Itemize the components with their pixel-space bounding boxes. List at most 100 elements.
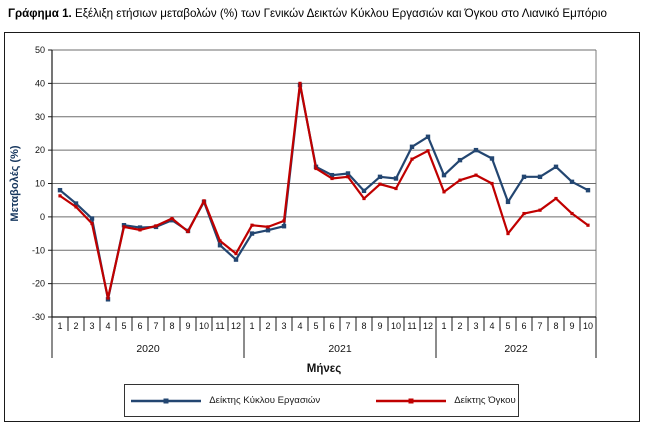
month-label: 2 (73, 321, 78, 331)
month-label: 9 (377, 321, 382, 331)
month-label: 2 (265, 321, 270, 331)
data-point-marker (329, 172, 335, 178)
month-label: 4 (297, 321, 302, 331)
year-label: 2021 (328, 343, 352, 355)
data-point-marker (90, 221, 94, 226)
y-tick-label: 10 (35, 179, 45, 189)
month-label: 3 (281, 321, 286, 331)
data-point-marker (490, 181, 494, 186)
y-tick-label: 20 (35, 145, 45, 155)
data-point-marker (441, 172, 447, 178)
data-point-marker (106, 296, 110, 300)
y-tick-label: -10 (32, 245, 45, 255)
data-point-marker (458, 178, 462, 182)
y-axis-tick-labels: -30 -20 -10 0 10 20 30 40 50 (32, 45, 45, 322)
month-label: 3 (89, 321, 94, 331)
y-tick-label: -30 (32, 312, 45, 322)
data-point-marker (74, 205, 78, 209)
month-label: 7 (345, 321, 350, 331)
year-label: 2022 (504, 343, 528, 355)
month-label: 6 (329, 321, 334, 331)
y-tick-label: 50 (35, 45, 45, 55)
data-point-marker (170, 216, 174, 221)
data-point-marker (266, 225, 270, 229)
legend-line-sample-turnover (131, 398, 202, 403)
month-label: 5 (505, 321, 510, 331)
chart-title-text: Εξέλιξη ετήσιων μεταβολών (%) των Γενικώ… (71, 7, 607, 20)
month-label: 12 (231, 321, 241, 331)
data-point-marker (570, 211, 574, 216)
month-label: 3 (473, 321, 478, 331)
data-point-marker (377, 174, 383, 180)
data-point-marker (58, 194, 62, 198)
month-label: 11 (215, 321, 224, 331)
month-label: 5 (121, 321, 126, 331)
data-point-marker (345, 171, 351, 176)
year-labels: 2020 2021 2022 (51, 317, 597, 358)
month-label: 6 (521, 321, 526, 331)
y-tick-label: 30 (35, 112, 45, 122)
data-point-marker (202, 199, 206, 203)
data-point-marker (169, 218, 175, 223)
data-point-marker (538, 208, 542, 212)
data-point-marker (410, 157, 414, 161)
month-label: 10 (391, 321, 401, 331)
month-label: 1 (441, 321, 446, 331)
data-point-marker (521, 174, 527, 180)
month-label: 8 (169, 321, 174, 331)
data-point-marker (473, 147, 479, 153)
month-label: 7 (537, 321, 542, 331)
data-point-marker (586, 223, 590, 227)
month-label: 4 (489, 321, 494, 331)
series-volume (58, 81, 590, 300)
data-point-marker (330, 176, 334, 181)
y-tick-label: 0 (40, 212, 45, 222)
legend-marker (163, 398, 169, 403)
month-label: 9 (185, 321, 190, 331)
month-label: 4 (105, 321, 110, 331)
month-label: 8 (361, 321, 366, 331)
month-label: 5 (313, 321, 318, 331)
x-axis-title: Μήνες (307, 363, 341, 375)
data-point-marker (457, 157, 463, 163)
series-line (59, 82, 589, 300)
legend-entry-turnover: Δείκτης Κύκλου Εργασιών (127, 395, 320, 407)
series-turnover (57, 82, 591, 302)
data-point-marker (250, 223, 254, 227)
data-point-marker (505, 199, 511, 205)
legend: Δείκτης Κύκλου Εργασιών Δείκτης Όγκου (124, 384, 519, 417)
month-label: 1 (57, 321, 62, 331)
data-point-marker (442, 190, 446, 194)
data-point-marker (393, 176, 399, 181)
data-point-marker (282, 219, 286, 223)
gridlines (48, 49, 596, 318)
data-point-marker (281, 224, 287, 229)
data-point-marker (121, 223, 127, 228)
chart-title-prefix: Γράφημα 1. (8, 7, 72, 20)
month-label: 9 (569, 321, 574, 331)
x-axis-ticks (51, 317, 597, 331)
month-label: 7 (153, 321, 158, 331)
data-point-marker (489, 156, 495, 161)
month-label: 10 (199, 321, 209, 331)
data-point-marker (409, 144, 415, 149)
data-point-marker (234, 251, 238, 256)
data-point-marker (137, 225, 143, 230)
month-label: 1 (249, 321, 254, 331)
data-point-marker (233, 257, 239, 262)
chart-title: Γράφημα 1. Εξέλιξη ετήσιων μεταβολών (%)… (8, 7, 640, 20)
data-point-marker (394, 186, 398, 191)
month-label: 11 (407, 321, 416, 331)
month-labels: 1 2 3 4 5 6 7 8 9 10 11 12 1 2 3 4 5 6 7 8 9 10 11 12 1 2 3 4 5 6 7 8 9 1… (57, 321, 593, 331)
data-point-marker (346, 175, 350, 179)
legend-line-sample-volume (376, 398, 447, 403)
data-point-marker (569, 179, 575, 185)
data-point-marker (474, 173, 478, 177)
legend-marker (408, 398, 414, 403)
data-point-marker (585, 187, 591, 193)
legend-label-volume: Δείκτης Όγκου (454, 395, 516, 406)
data-point-marker (89, 216, 95, 221)
data-point-marker (265, 228, 271, 233)
legend-label-turnover: Δείκτης Κύκλου Εργασιών (209, 395, 321, 406)
data-point-marker (553, 164, 559, 170)
